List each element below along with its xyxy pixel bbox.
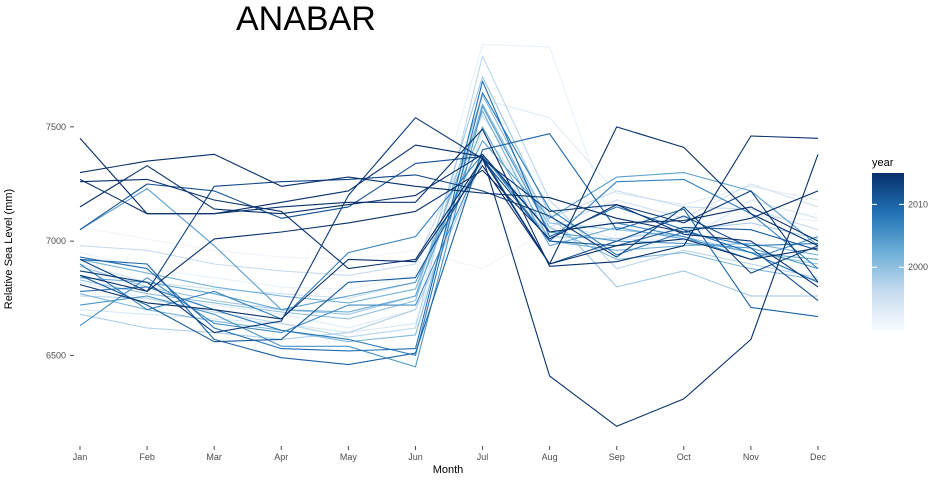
x-tick-label: Sep bbox=[609, 452, 625, 462]
legend-tick-label: 2000 bbox=[908, 262, 928, 272]
legend-ticks: 2000 2010 bbox=[872, 199, 928, 272]
x-tick-label: Nov bbox=[743, 452, 760, 462]
series-lines bbox=[79, 44, 819, 427]
x-tick-label: Oct bbox=[677, 452, 692, 462]
series-line-2007 bbox=[79, 153, 819, 320]
x-axis: Jan Feb Mar Apr May Jun Jul Aug Sep Oct Nov Dec bbox=[73, 446, 827, 462]
series-line-2016 bbox=[79, 153, 819, 242]
series-line-1993 bbox=[79, 98, 819, 329]
series-line-2005 bbox=[79, 105, 819, 368]
x-tick-label: Mar bbox=[206, 452, 222, 462]
x-tick-label: Jan bbox=[73, 452, 88, 462]
series-line-2021 bbox=[79, 128, 819, 267]
series-line-2012 bbox=[79, 156, 819, 302]
x-tick-label: May bbox=[340, 452, 358, 462]
series-line-2010 bbox=[79, 133, 819, 366]
x-tick-label: Aug bbox=[542, 452, 558, 462]
y-tick-label: 7500 bbox=[46, 122, 66, 132]
y-tick-label: 6500 bbox=[46, 350, 66, 360]
series-line-2004 bbox=[79, 140, 819, 311]
series-line-2020 bbox=[79, 153, 819, 233]
y-tick-label: 7000 bbox=[46, 236, 66, 246]
series-line-2000 bbox=[79, 94, 819, 320]
series-line-2006 bbox=[79, 156, 819, 334]
series-line-2018 bbox=[79, 126, 819, 270]
legend-colorbar bbox=[872, 173, 904, 330]
series-line-2009 bbox=[79, 80, 819, 352]
series-line-2015 bbox=[79, 165, 819, 320]
series-line-2001 bbox=[79, 103, 819, 343]
x-tick-label: Apr bbox=[274, 452, 288, 462]
legend-title: year bbox=[872, 157, 894, 169]
series-line-2017 bbox=[79, 169, 819, 292]
series-line-2014 bbox=[79, 117, 819, 334]
x-axis-title: Month bbox=[433, 464, 464, 476]
y-axis: 6500 7000 7500 bbox=[46, 122, 74, 360]
x-tick-label: Dec bbox=[810, 452, 827, 462]
chart-title: ANABAR bbox=[236, 0, 376, 38]
legend-tick-label: 2010 bbox=[908, 199, 928, 209]
series-line-2002 bbox=[79, 110, 819, 304]
series-line-2008 bbox=[79, 92, 819, 356]
series-line-1999 bbox=[79, 76, 818, 315]
x-tick-label: Jun bbox=[408, 452, 423, 462]
year-legend: year 2000 2010 bbox=[872, 157, 928, 330]
y-axis-title: Relative Sea Level (mm) bbox=[3, 189, 15, 309]
series-line-1997 bbox=[79, 55, 819, 338]
x-tick-label: Jul bbox=[477, 452, 489, 462]
x-tick-label: Feb bbox=[139, 452, 155, 462]
